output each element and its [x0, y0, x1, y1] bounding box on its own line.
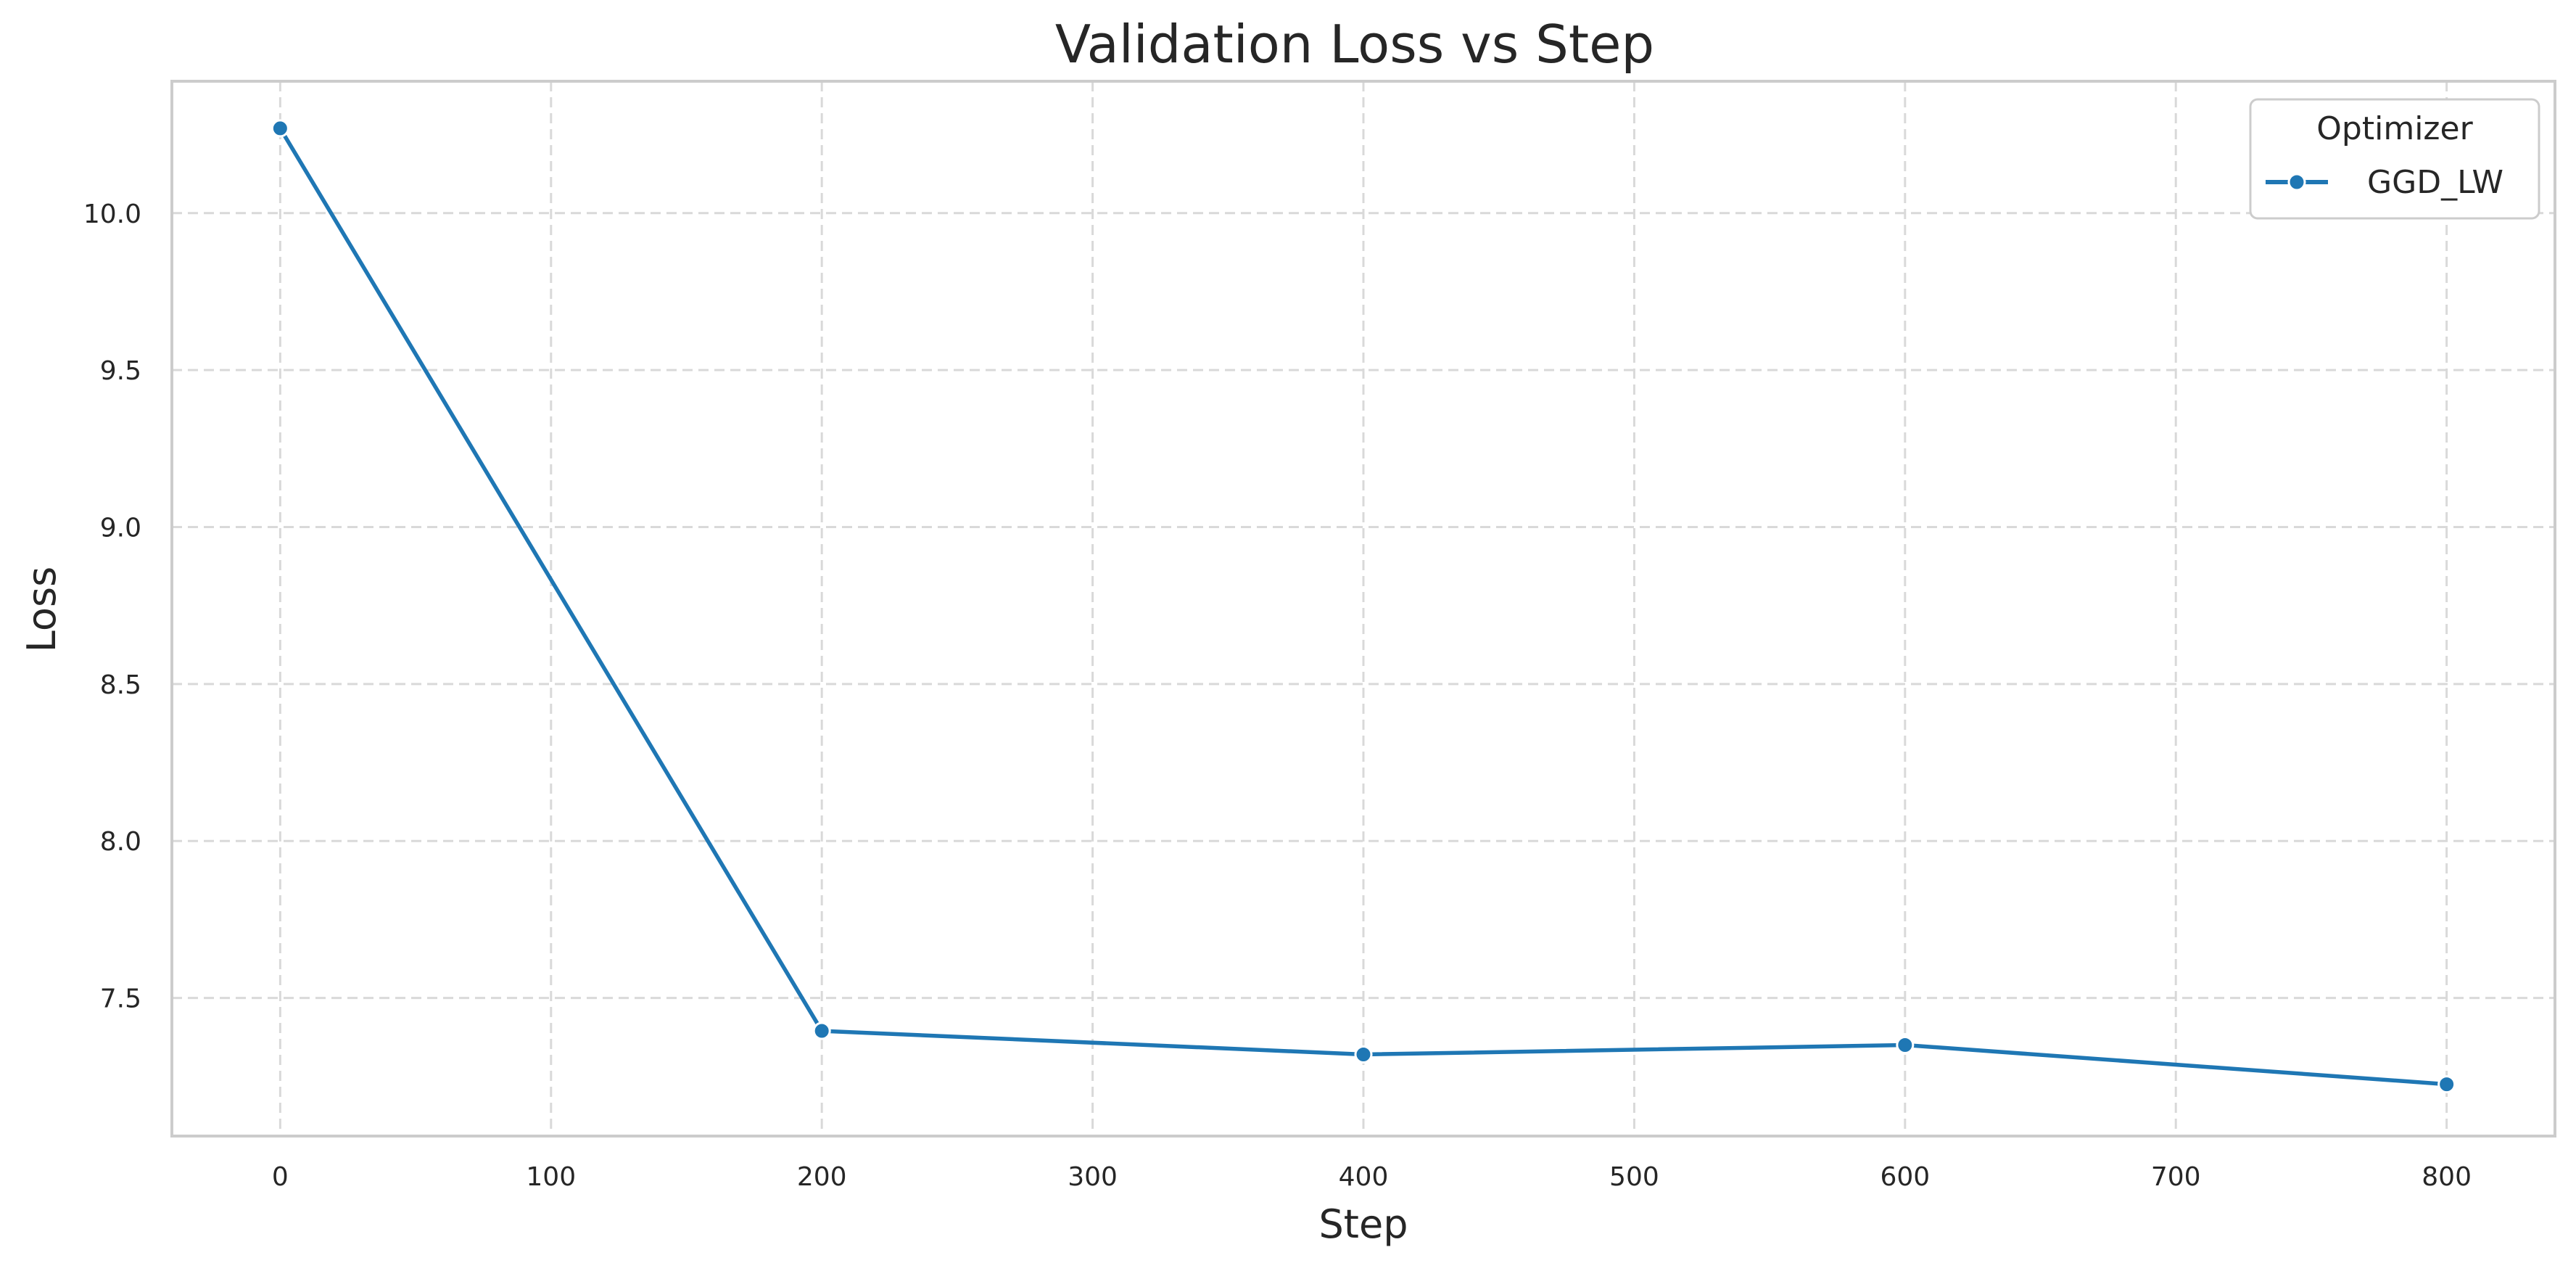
- x-tick-label: 500: [1609, 1162, 1659, 1192]
- plot-area: [170, 80, 2556, 1138]
- y-axis-ticks: 7.5 8.0 8.5 9.0 9.5 10.0: [83, 200, 141, 1014]
- x-tick-label: 800: [2422, 1162, 2472, 1192]
- y-tick-label: 7.5: [100, 984, 141, 1014]
- chart-title: Validation Loss vs Step: [1055, 14, 1654, 75]
- x-axis-ticks: 0 100 200 300 400 500 600 700 800: [272, 1162, 2472, 1192]
- y-tick-label: 9.5: [100, 356, 141, 386]
- x-tick-label: 300: [1068, 1162, 1118, 1192]
- y-tick-label: 8.5: [100, 670, 141, 700]
- data-point: [812, 1021, 831, 1040]
- x-tick-label: 700: [2151, 1162, 2201, 1192]
- data-point: [1896, 1036, 1915, 1055]
- x-tick-label: 0: [272, 1162, 289, 1192]
- x-axis-title: Step: [1319, 1201, 1408, 1247]
- x-tick-label: 600: [1880, 1162, 1930, 1192]
- legend-marker-sample: [2287, 173, 2306, 192]
- x-tick-label: 100: [526, 1162, 576, 1192]
- legend-series-label: GGD_LW: [2367, 164, 2503, 201]
- legend-title: Optimizer: [2316, 110, 2473, 147]
- series-layer: [271, 119, 2456, 1094]
- data-point: [271, 119, 289, 138]
- x-tick-label: 400: [1339, 1162, 1389, 1192]
- y-tick-label: 8.0: [100, 827, 141, 857]
- y-axis-title: Loss: [19, 567, 65, 652]
- data-point: [2437, 1075, 2456, 1094]
- x-tick-label: 200: [797, 1162, 847, 1192]
- grid: [172, 81, 2555, 1136]
- y-tick-label: 10.0: [83, 200, 141, 229]
- y-tick-label: 9.0: [100, 513, 141, 543]
- legend: Optimizer GGD_LW: [2249, 98, 2540, 220]
- data-point: [1354, 1045, 1373, 1064]
- legend-box: [2249, 98, 2540, 220]
